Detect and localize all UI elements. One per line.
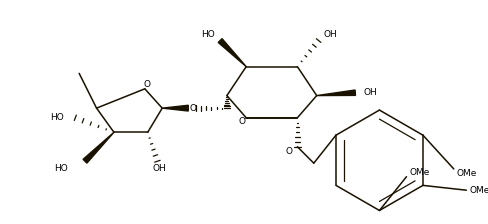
Text: OMe: OMe	[456, 169, 476, 178]
Text: OH: OH	[362, 88, 376, 97]
Text: HO: HO	[54, 164, 67, 173]
Text: O: O	[143, 80, 150, 89]
Polygon shape	[316, 90, 355, 96]
Text: O: O	[285, 147, 292, 156]
Text: OMe: OMe	[468, 186, 488, 195]
Text: OH: OH	[152, 164, 166, 173]
Text: O: O	[189, 104, 196, 113]
Polygon shape	[218, 39, 245, 67]
Text: OH: OH	[323, 30, 337, 39]
Text: HO: HO	[50, 113, 63, 122]
Text: O: O	[238, 117, 245, 126]
Text: HO: HO	[201, 30, 215, 39]
Polygon shape	[83, 132, 114, 163]
Polygon shape	[162, 105, 188, 111]
Text: OMe: OMe	[408, 168, 429, 177]
